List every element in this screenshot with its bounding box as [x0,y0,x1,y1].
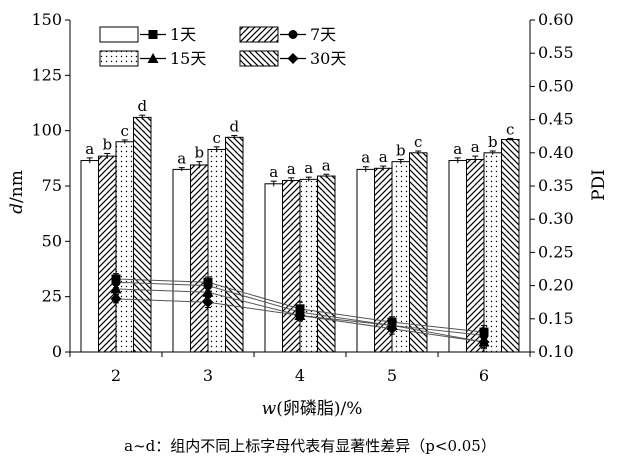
bar [409,152,428,353]
significance-letter: b [396,141,406,159]
y-tick-label: 25 [42,287,62,306]
significance-letter: d [229,118,239,136]
caption: a~d：组内不同上标字母代表有显著性差异（p<0.05） [124,437,496,455]
y2-tick-label: 0.50 [538,76,574,95]
y2-tick-label: 0.60 [538,10,574,29]
x-tick-label: 3 [203,366,213,385]
x-tick-label: 4 [295,366,305,385]
bar [133,116,152,353]
axes: 02550751001251500.100.150.200.250.300.35… [31,10,573,385]
x-tick-label: 6 [479,366,489,385]
y2-tick-label: 0.30 [538,209,574,228]
bar [483,152,502,353]
pdi-marker-diamond [294,309,306,321]
pdi-marker-triangle [110,283,122,294]
y2-tick-label: 0.25 [538,242,574,261]
significance-letter: a [85,140,94,158]
y-tick-label: 75 [42,176,62,195]
bar [80,160,99,353]
legend-item: 1天 [99,25,196,44]
significance-letter: c [213,129,221,147]
bar [207,148,226,353]
pdi-marker-circle [203,281,213,291]
legend-swatch [239,50,279,67]
y-tick-label: 100 [31,121,62,140]
pdi-lines [110,273,490,350]
y-tick-label: 150 [31,10,62,29]
legend-item: 7天 [239,25,336,44]
caption-text: a~d：组内不同上标字母代表有显著性差异（p<0.05） [124,437,496,455]
significance-letter: c [121,122,129,140]
y2-tick-label: 0.10 [538,342,574,361]
legend-item: 30天 [239,49,346,68]
x-tick-label: 2 [111,366,121,385]
bar [225,136,244,353]
significance-letter: b [488,133,498,151]
pdi-marker-diamond [386,323,398,335]
y2-tick-label: 0.40 [538,143,574,162]
y2-tick-label: 0.45 [538,110,574,129]
pdi-marker-diamond [287,53,299,64]
bar [466,158,485,353]
significance-letter: a [177,150,186,168]
significance-letter: a [322,156,331,174]
pdi-marker-circle [111,277,121,287]
legend-swatch [99,50,139,67]
y2-tick-label: 0.55 [538,43,574,62]
y-tick-label: 125 [31,65,62,84]
significance-letter: a [304,159,313,177]
pdi-marker-triangle [202,286,214,297]
pdi-marker-circle [288,30,298,39]
pdi-marker-triangle [147,53,159,63]
y2-tick-label: 0.15 [538,309,574,328]
y2-tick-label: 0.20 [538,276,574,295]
bar [115,141,134,353]
significance-letter: a [471,138,480,156]
x-tick-label: 5 [387,366,397,385]
legend: 1天 7天 15天 30天 [99,25,346,68]
significance-letter: b [194,144,204,162]
y2-axis-title: PDI [589,169,609,201]
y-axis-title: d/nm [7,170,27,214]
significance-letter: b [102,135,112,153]
pdi-marker-diamond [202,296,214,308]
significance-letter: c [414,133,422,151]
significance-letter: d [137,97,147,115]
bar [299,178,318,353]
legend-label: 1天 [170,25,196,44]
bar [172,168,191,353]
legend-label: 15天 [170,49,206,68]
legend-swatch [239,26,279,43]
bar [190,164,209,353]
y-tick-label: 50 [42,231,62,250]
pdi-marker-diamond [110,293,122,305]
pdi-marker-square [148,30,158,39]
legend-label: 7天 [310,25,336,44]
y-tick-label: 0 [52,342,62,361]
significance-letter: a [269,163,278,181]
bar [264,183,283,353]
y2-tick-label: 0.35 [538,176,574,195]
x-axis-title-rest: (卵磷脂)/% [276,399,362,419]
significance-letter: a [287,160,296,178]
legend-label: 30天 [310,49,346,68]
significance-letter: a [379,148,388,166]
significance-letter: c [506,120,514,138]
bar [501,139,520,353]
significance-letter: a [361,149,370,167]
pdi-marker-diamond [478,336,490,348]
x-axis-title: w(卵磷脂)/% [262,399,363,419]
legend-swatch [99,26,139,43]
bar [282,179,301,353]
bar [98,155,117,353]
significance-letter: a [453,140,462,158]
bar [448,160,467,353]
bar [317,175,336,353]
legend-item: 15天 [99,49,206,68]
